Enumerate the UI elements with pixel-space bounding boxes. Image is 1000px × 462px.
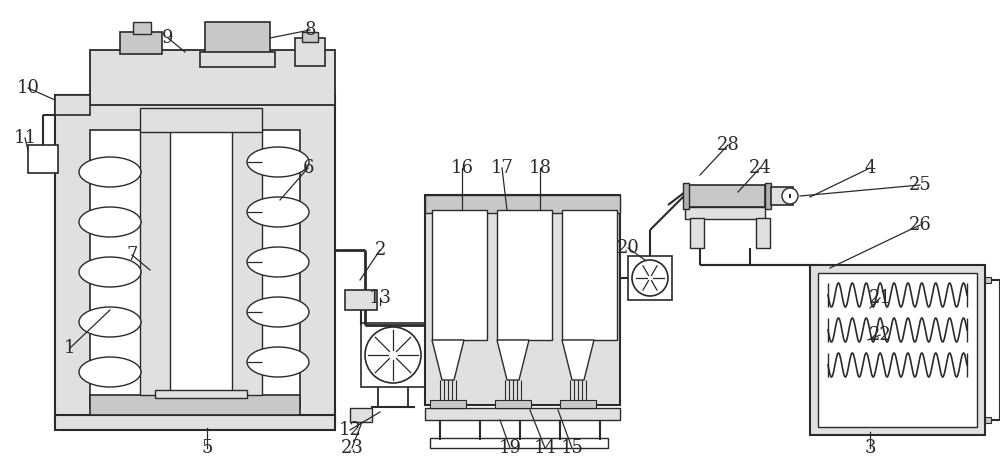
Text: 18: 18	[528, 159, 552, 177]
Bar	[628, 256, 672, 300]
Bar	[425, 195, 620, 405]
Text: 23: 23	[341, 439, 363, 457]
Bar	[232, 130, 262, 395]
Text: 24: 24	[749, 159, 771, 177]
Bar	[685, 207, 765, 219]
Bar	[690, 218, 704, 248]
Ellipse shape	[79, 207, 141, 237]
Bar	[90, 395, 300, 415]
Bar	[90, 50, 335, 105]
Bar	[432, 210, 487, 340]
Circle shape	[365, 327, 421, 383]
Bar	[818, 273, 977, 427]
Ellipse shape	[79, 157, 141, 187]
Polygon shape	[562, 340, 594, 380]
Text: 3: 3	[864, 439, 876, 457]
Text: 10: 10	[16, 79, 40, 97]
Text: 2: 2	[374, 241, 386, 259]
Bar	[560, 400, 596, 408]
Ellipse shape	[247, 347, 309, 377]
Bar	[205, 22, 270, 54]
Bar	[295, 38, 325, 66]
Ellipse shape	[79, 257, 141, 287]
Bar	[562, 210, 617, 340]
Text: 6: 6	[302, 159, 314, 177]
Ellipse shape	[79, 307, 141, 337]
Bar	[495, 400, 531, 408]
Bar	[361, 323, 425, 387]
Bar	[683, 183, 689, 209]
Text: 20: 20	[617, 239, 639, 257]
Circle shape	[782, 188, 798, 204]
Bar	[55, 95, 90, 115]
Bar	[685, 185, 765, 207]
Text: 5: 5	[201, 439, 213, 457]
Text: 15: 15	[561, 439, 583, 457]
Text: 25: 25	[909, 176, 931, 194]
Text: 11: 11	[14, 129, 36, 147]
Ellipse shape	[247, 247, 309, 277]
Bar	[497, 210, 552, 340]
Text: 16: 16	[450, 159, 474, 177]
Bar	[430, 438, 608, 448]
Bar	[765, 183, 771, 209]
Polygon shape	[497, 340, 529, 380]
Bar	[771, 187, 793, 205]
Text: 22: 22	[869, 326, 891, 344]
Text: 8: 8	[304, 21, 316, 39]
Bar	[425, 195, 620, 213]
Bar	[155, 390, 247, 398]
Bar	[985, 417, 991, 423]
Text: 12: 12	[339, 421, 361, 439]
Ellipse shape	[79, 357, 141, 387]
Bar	[345, 290, 377, 310]
Bar	[810, 265, 985, 435]
Bar	[133, 22, 151, 34]
Text: 7: 7	[126, 246, 138, 264]
Bar	[350, 408, 372, 422]
Text: 28: 28	[717, 136, 739, 154]
Bar	[756, 218, 770, 248]
Bar	[985, 277, 991, 283]
Bar	[302, 32, 318, 42]
Text: 17: 17	[491, 159, 513, 177]
Text: 14: 14	[534, 439, 556, 457]
Text: 4: 4	[864, 159, 876, 177]
Text: 19: 19	[498, 439, 522, 457]
Text: 1: 1	[64, 339, 76, 357]
Bar	[55, 415, 335, 430]
Text: 26: 26	[909, 216, 931, 234]
Text: 13: 13	[368, 289, 392, 307]
Bar	[120, 32, 162, 54]
Polygon shape	[432, 340, 464, 380]
Ellipse shape	[247, 197, 309, 227]
Bar	[425, 408, 620, 420]
Bar	[140, 108, 262, 132]
Bar	[430, 400, 466, 408]
Bar	[140, 130, 170, 395]
Bar	[55, 95, 335, 425]
Ellipse shape	[247, 297, 309, 327]
Text: 21: 21	[869, 289, 891, 307]
Bar	[200, 52, 275, 67]
Text: 9: 9	[162, 29, 174, 47]
Ellipse shape	[247, 147, 309, 177]
Bar	[90, 130, 300, 408]
Circle shape	[632, 260, 668, 296]
Bar	[28, 145, 58, 173]
